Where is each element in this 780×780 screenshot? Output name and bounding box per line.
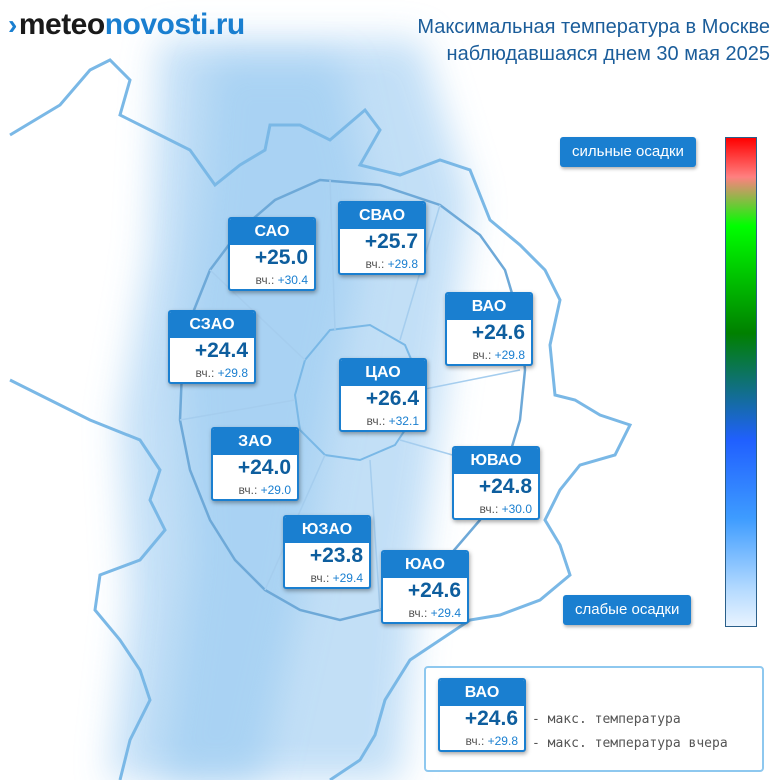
site-logo: ›meteonovosti.ru [8, 8, 245, 42]
precipitation-scale-bar [725, 137, 757, 627]
district-yesterday-temp: вч.: +29.0 [238, 483, 291, 497]
district-yesterday-temp: вч.: +29.8 [365, 257, 418, 271]
district-name: СВАО [340, 203, 424, 229]
title-line-2: наблюдавшаяся днем 30 мая 2025 [446, 43, 770, 65]
district-max-temp: +24.6 [407, 579, 461, 602]
district-max-temp: +24.4 [194, 339, 248, 362]
district-yesterday-temp: вч.: +29.8 [472, 348, 525, 362]
district-card-yuvao: ЮВАО +24.8 вч.: +30.0 [452, 446, 540, 520]
legend-sample-card: ВАО +24.6 вч.: +29.8 [438, 678, 526, 752]
district-card-szao: СЗАО +24.4 вч.: +29.8 [168, 310, 256, 384]
district-max-temp: +25.0 [254, 246, 308, 269]
precipitation-core [160, 60, 370, 780]
district-name: ЮАО [383, 552, 467, 578]
legend-text-max-temp: - макс. температура [532, 712, 681, 727]
district-max-temp: +24.6 [471, 321, 525, 344]
district-yesterday-temp: вч.: +29.4 [408, 606, 461, 620]
district-card-tsao: ЦАО +26.4 вч.: +32.1 [339, 358, 427, 432]
district-card-sao: САО +25.0 вч.: +30.4 [228, 217, 316, 291]
legend-text-max-temp-yesterday: - макс. температура вчера [532, 736, 728, 751]
district-max-temp: +23.8 [309, 544, 363, 567]
district-name: ЮЗАО [285, 517, 369, 543]
scale-label-light: слабые осадки [563, 595, 692, 625]
district-max-temp: +24.0 [237, 456, 291, 479]
district-yesterday-temp: вч.: +29.4 [310, 571, 363, 585]
map-title: Максимальная температура в Москве наблюд… [417, 14, 770, 68]
district-name: ЮВАО [454, 448, 538, 474]
district-name: ЗАО [213, 429, 297, 455]
district-card-vao: ВАО +24.6 вч.: +29.8 [445, 292, 533, 366]
district-name: САО [230, 219, 314, 245]
district-yesterday-temp: вч.: +30.4 [255, 273, 308, 287]
district-max-temp: +24.6 [464, 707, 518, 730]
third-ring [293, 323, 422, 462]
district-card-zao: ЗАО +24.0 вч.: +29.0 [211, 427, 299, 501]
district-card-yuzao: ЮЗАО +23.8 вч.: +29.4 [283, 515, 371, 589]
district-yesterday-temp: вч.: +30.0 [479, 502, 532, 516]
district-yesterday-temp: вч.: +29.8 [465, 734, 518, 748]
district-name: ВАО [440, 680, 524, 706]
region-outline [9, 58, 633, 780]
district-name: ВАО [447, 294, 531, 320]
district-max-temp: +26.4 [365, 387, 419, 410]
title-line-1: Максимальная температура в Москве [417, 16, 770, 38]
district-max-temp: +25.7 [364, 230, 418, 253]
logo-text-novosti: novosti.ru [104, 8, 246, 41]
district-name: СЗАО [170, 312, 254, 338]
legend-box: ВАО +24.6 вч.: +29.8 - макс. температура… [424, 666, 764, 772]
district-card-svao: СВАО +25.7 вч.: +29.8 [338, 201, 426, 275]
logo-mark-icon: › [8, 9, 17, 40]
district-card-yuao: ЮАО +24.6 вч.: +29.4 [381, 550, 469, 624]
district-yesterday-temp: вч.: +29.8 [195, 366, 248, 380]
scale-label-heavy: сильные осадки [560, 137, 696, 167]
district-yesterday-temp: вч.: +32.1 [366, 414, 419, 428]
district-name: ЦАО [341, 360, 425, 386]
district-max-temp: +24.8 [478, 475, 532, 498]
logo-text-meteo: meteo [18, 8, 105, 41]
